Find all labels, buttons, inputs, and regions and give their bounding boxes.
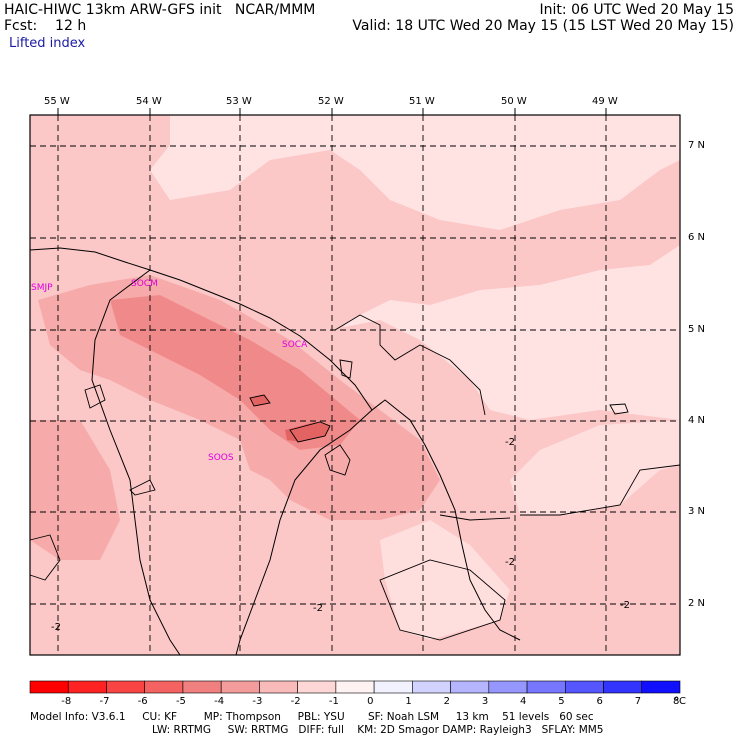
lon-label: 55 W <box>44 96 70 107</box>
field-name: Lifted index <box>9 36 86 51</box>
colorbar-tick-label: 3 <box>481 696 489 707</box>
colorbar-swatch <box>564 680 604 694</box>
colorbar-tick-label: 7 <box>634 696 642 707</box>
station-label: SOCA <box>282 340 308 350</box>
colorbar-tick-label: -5 <box>175 696 186 707</box>
colorbar-tick-label: 8 <box>673 696 680 707</box>
contour-label: -2 <box>51 622 61 633</box>
shade-region-lighter-southeast <box>380 520 510 640</box>
colorbar-unit: °C <box>674 696 686 707</box>
valid-time: Valid: 18 UTC Wed 20 May 15 (15 LST Wed … <box>352 18 734 34</box>
shade-region-minus4 <box>110 295 360 450</box>
colorbar-tick-label: -4 <box>214 696 225 707</box>
colorbar-tick-label: 1 <box>405 696 412 707</box>
lat-label: 6 N <box>688 232 706 243</box>
colorbar-tick-label: 6 <box>596 696 603 707</box>
lon-label: 54 W <box>136 96 162 107</box>
colorbar-swatch <box>526 680 566 694</box>
colorbar-swatch <box>259 680 298 694</box>
axis-ticks <box>57 108 607 115</box>
model-info-line1: Model Info: V3.6.1 CU: KF MP: Thompson P… <box>30 711 594 723</box>
colorbar-swatch <box>641 680 681 694</box>
station-label: SMJP <box>31 283 53 293</box>
lon-label: 49 W <box>592 96 618 107</box>
colorbar-swatch <box>603 680 643 694</box>
colorbar-tick-label: -8 <box>61 696 72 707</box>
colorbar-swatch <box>335 680 375 694</box>
colorbar-tick-label: 5 <box>558 696 565 707</box>
shade-region-lighter-east <box>510 420 680 515</box>
contour-label: -2 <box>505 557 515 568</box>
colorbar-swatch <box>106 680 146 694</box>
contour-lines <box>29 314 681 641</box>
colorbar-swatch <box>220 680 260 694</box>
lat-label: 4 N <box>688 415 706 426</box>
model-info-line2: LW: RRTMG SW: RRTMG DIFF: full KM: 2D Sm… <box>152 724 604 736</box>
lat-lon-grid <box>30 115 680 655</box>
colorbar-tick-label: -2 <box>290 696 301 707</box>
lon-label: 51 W <box>409 96 435 107</box>
lon-label: 52 W <box>318 96 344 107</box>
colorbar-tick-label: 2 <box>443 696 450 707</box>
contour-label: -2 <box>505 437 515 448</box>
colorbar-swatch <box>144 680 184 694</box>
colorbar-swatch <box>450 680 490 694</box>
header-title: HAIC-HIWC 13km ARW-GFS init NCAR/MMM <box>4 2 316 18</box>
colorbar-tick-label: -7 <box>99 696 110 707</box>
colorbar <box>29 680 681 694</box>
colorbar-swatch <box>29 680 69 694</box>
colorbar-swatch <box>182 680 222 694</box>
station-label: SOOS <box>208 453 234 463</box>
colorbar-swatch <box>412 680 451 694</box>
lat-label: 5 N <box>688 324 706 335</box>
init-time: Init: 06 UTC Wed 20 May 15 <box>539 2 734 18</box>
shade-region-minus4-spot2 <box>250 395 270 406</box>
contour-label: -2 <box>620 600 630 611</box>
station-label: SOCM <box>131 279 158 289</box>
contour-label: -2 <box>313 603 323 614</box>
lat-label: 2 N <box>688 598 706 609</box>
colorbar-tick-label: -3 <box>252 696 263 707</box>
lat-label: 7 N <box>688 140 706 151</box>
lat-label: 3 N <box>688 506 706 517</box>
lon-label: 50 W <box>501 96 527 107</box>
forecast-hour: Fcst: 12 h <box>4 18 87 34</box>
colorbar-tick-label: -6 <box>137 696 148 707</box>
colorbar-swatch <box>297 680 337 694</box>
colorbar-swatch <box>67 680 107 694</box>
lon-label: 53 W <box>226 96 252 107</box>
colorbar-tick-label: 0 <box>367 696 374 707</box>
colorbar-swatch <box>373 680 413 694</box>
shade-region-minus3-west <box>30 420 120 560</box>
map-frame <box>29 114 681 656</box>
colorbar-tick-label: -1 <box>328 696 339 707</box>
coastline <box>29 247 521 656</box>
colorbar-swatch <box>488 680 528 694</box>
colorbar-tick-label: 4 <box>520 696 527 707</box>
